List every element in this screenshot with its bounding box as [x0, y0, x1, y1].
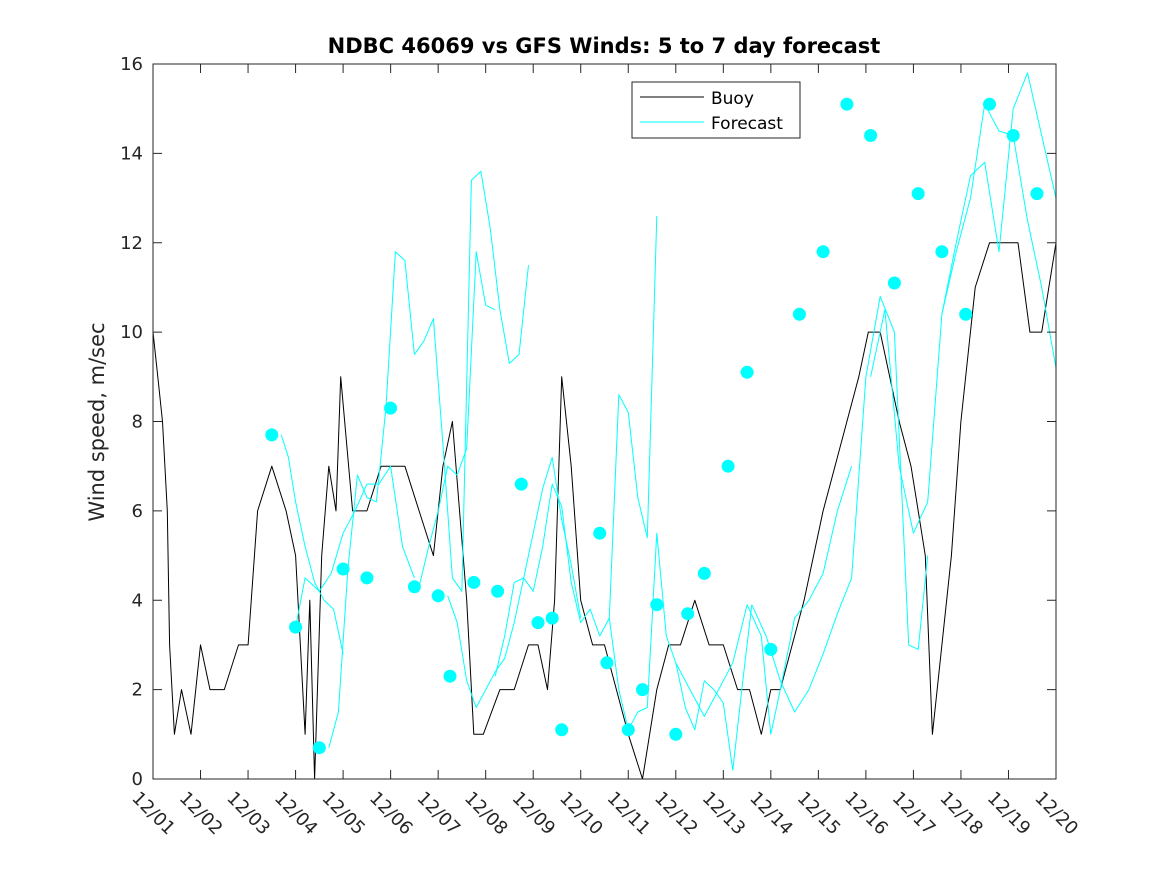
forecast-marker	[289, 620, 303, 634]
forecast-marker	[431, 589, 445, 603]
forecast-marker	[636, 683, 649, 697]
forecast-series-line	[418, 251, 496, 587]
legend: Buoy Forecast	[631, 81, 801, 139]
forecast-marker	[887, 276, 901, 290]
forecast-series-line	[870, 72, 1057, 534]
forecast-series-line	[280, 434, 344, 655]
forecast-marker	[593, 526, 607, 540]
chart-title: NDBC 46069 vs GFS Winds: 5 to 7 day fore…	[328, 34, 881, 58]
forecast-marker	[600, 656, 614, 670]
forecast-series-line	[295, 465, 415, 628]
forecast-marker	[360, 571, 374, 585]
forecast-marker	[740, 365, 754, 379]
legend-forecast-label: Forecast	[711, 114, 783, 134]
forecast-marker	[443, 669, 457, 683]
plot-area: 024681012141612/0112/0212/0312/0412/0512…	[120, 54, 1082, 839]
forecast-series-line	[941, 103, 1057, 368]
forecast-marker	[491, 584, 505, 598]
forecast-marker	[514, 477, 528, 491]
forecast-marker	[669, 727, 683, 741]
forecast-marker	[1030, 187, 1044, 201]
forecast-marker	[935, 245, 949, 259]
forecast-marker	[681, 607, 695, 621]
forecast-marker	[764, 642, 778, 656]
forecast-marker	[816, 245, 830, 259]
y-axis-label: Wind speed, m/sec	[85, 322, 109, 521]
forecast-series-line	[675, 466, 853, 735]
forecast-marker	[1006, 129, 1020, 142]
forecast-series-line	[328, 170, 529, 748]
forecast-marker	[384, 401, 398, 415]
y-tick-label: 6	[132, 501, 143, 522]
y-tick-label: 8	[132, 412, 143, 433]
forecast-series-line	[494, 215, 658, 677]
forecast-marker	[840, 97, 854, 111]
buoy-series-line	[152, 242, 1057, 780]
forecast-marker	[721, 459, 735, 473]
y-tick-label: 0	[132, 769, 143, 790]
forecast-marker	[621, 723, 635, 737]
forecast-marker	[531, 616, 545, 630]
y-tick-label: 12	[120, 233, 143, 254]
y-tick-label: 14	[120, 143, 143, 164]
y-tick-label: 2	[132, 680, 143, 701]
forecast-marker	[864, 129, 878, 142]
forecast-marker	[792, 307, 806, 321]
legend-buoy-label: Buoy	[711, 89, 754, 109]
y-tick-label: 4	[132, 590, 143, 611]
forecast-series-line	[608, 532, 753, 771]
y-tick-label: 10	[120, 322, 143, 343]
forecast-marker	[911, 187, 925, 201]
forecast-marker	[336, 562, 350, 576]
forecast-marker	[555, 723, 569, 737]
forecast-marker	[407, 580, 421, 594]
forecast-marker	[467, 575, 481, 589]
forecast-marker	[650, 598, 664, 612]
forecast-marker	[545, 611, 559, 625]
forecast-marker	[265, 428, 279, 442]
forecast-marker	[983, 97, 996, 111]
axes-background	[153, 64, 1056, 779]
legend-box	[631, 81, 801, 139]
forecast-marker	[312, 741, 326, 755]
forecast-marker	[959, 307, 973, 321]
forecast-marker	[697, 566, 711, 580]
y-tick-label: 16	[120, 54, 143, 75]
forecast-series-line	[751, 295, 929, 713]
